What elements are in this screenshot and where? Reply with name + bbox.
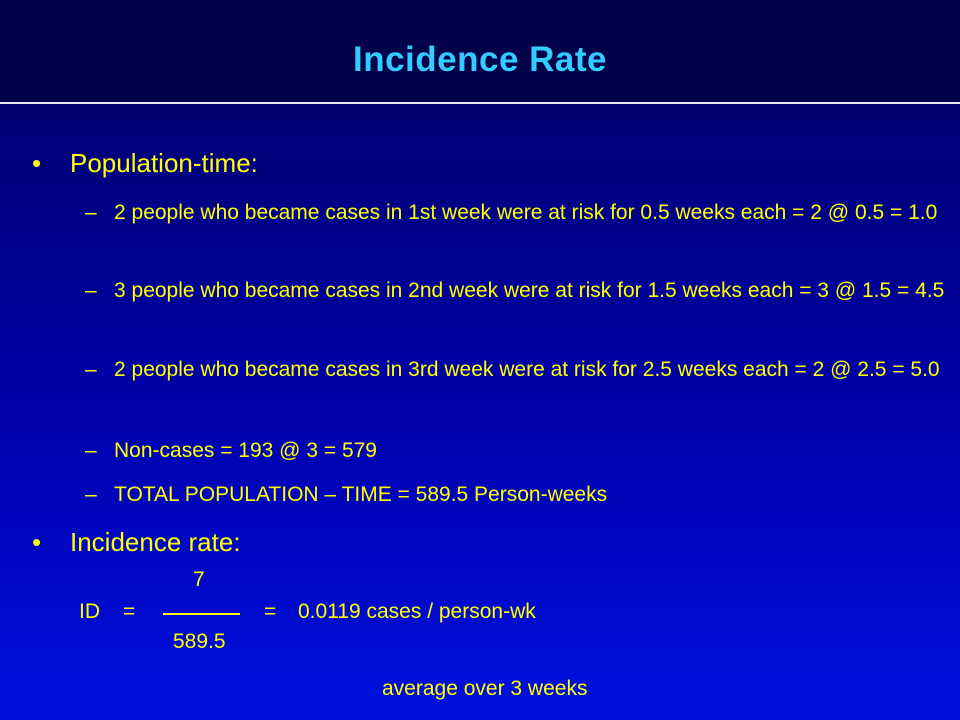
dash-marker: – — [85, 358, 97, 381]
dash-marker: – — [85, 201, 97, 224]
sub-bullet-text: Non-cases = 193 @ 3 = 579 — [114, 439, 377, 462]
formula-equals: = — [264, 600, 277, 623]
title-bar — [0, 0, 960, 102]
dash-marker: – — [85, 483, 97, 506]
formula-note: average over 3 weeks — [382, 677, 588, 700]
bullet-label: Incidence rate: — [70, 527, 241, 557]
sub-bullet-text: 2 people who became cases in 1st week we… — [114, 201, 938, 224]
slide-title: Incidence Rate — [352, 40, 608, 79]
bullet-label: Population-time: — [70, 148, 258, 178]
fraction-bar — [163, 613, 240, 615]
sub-bullet-text: 3 people who became cases in 2nd week we… — [114, 279, 945, 302]
formula-denominator: 589.5 — [173, 630, 226, 653]
bullet-dot: • — [32, 148, 42, 178]
bullet-dot: • — [32, 527, 42, 557]
dash-marker: – — [85, 279, 97, 302]
formula-equals: = — [123, 600, 136, 623]
formula-numerator: 7 — [193, 568, 205, 591]
formula-lhs: ID — [79, 600, 100, 623]
sub-bullet-text: TOTAL POPULATION – TIME = 589.5 Person-w… — [114, 483, 608, 506]
dash-marker: – — [85, 439, 97, 462]
sub-bullet-text: 2 people who became cases in 3rd week we… — [114, 358, 940, 381]
title-divider — [0, 102, 960, 104]
formula-result: 0.0119 cases / person-wk — [298, 600, 536, 623]
